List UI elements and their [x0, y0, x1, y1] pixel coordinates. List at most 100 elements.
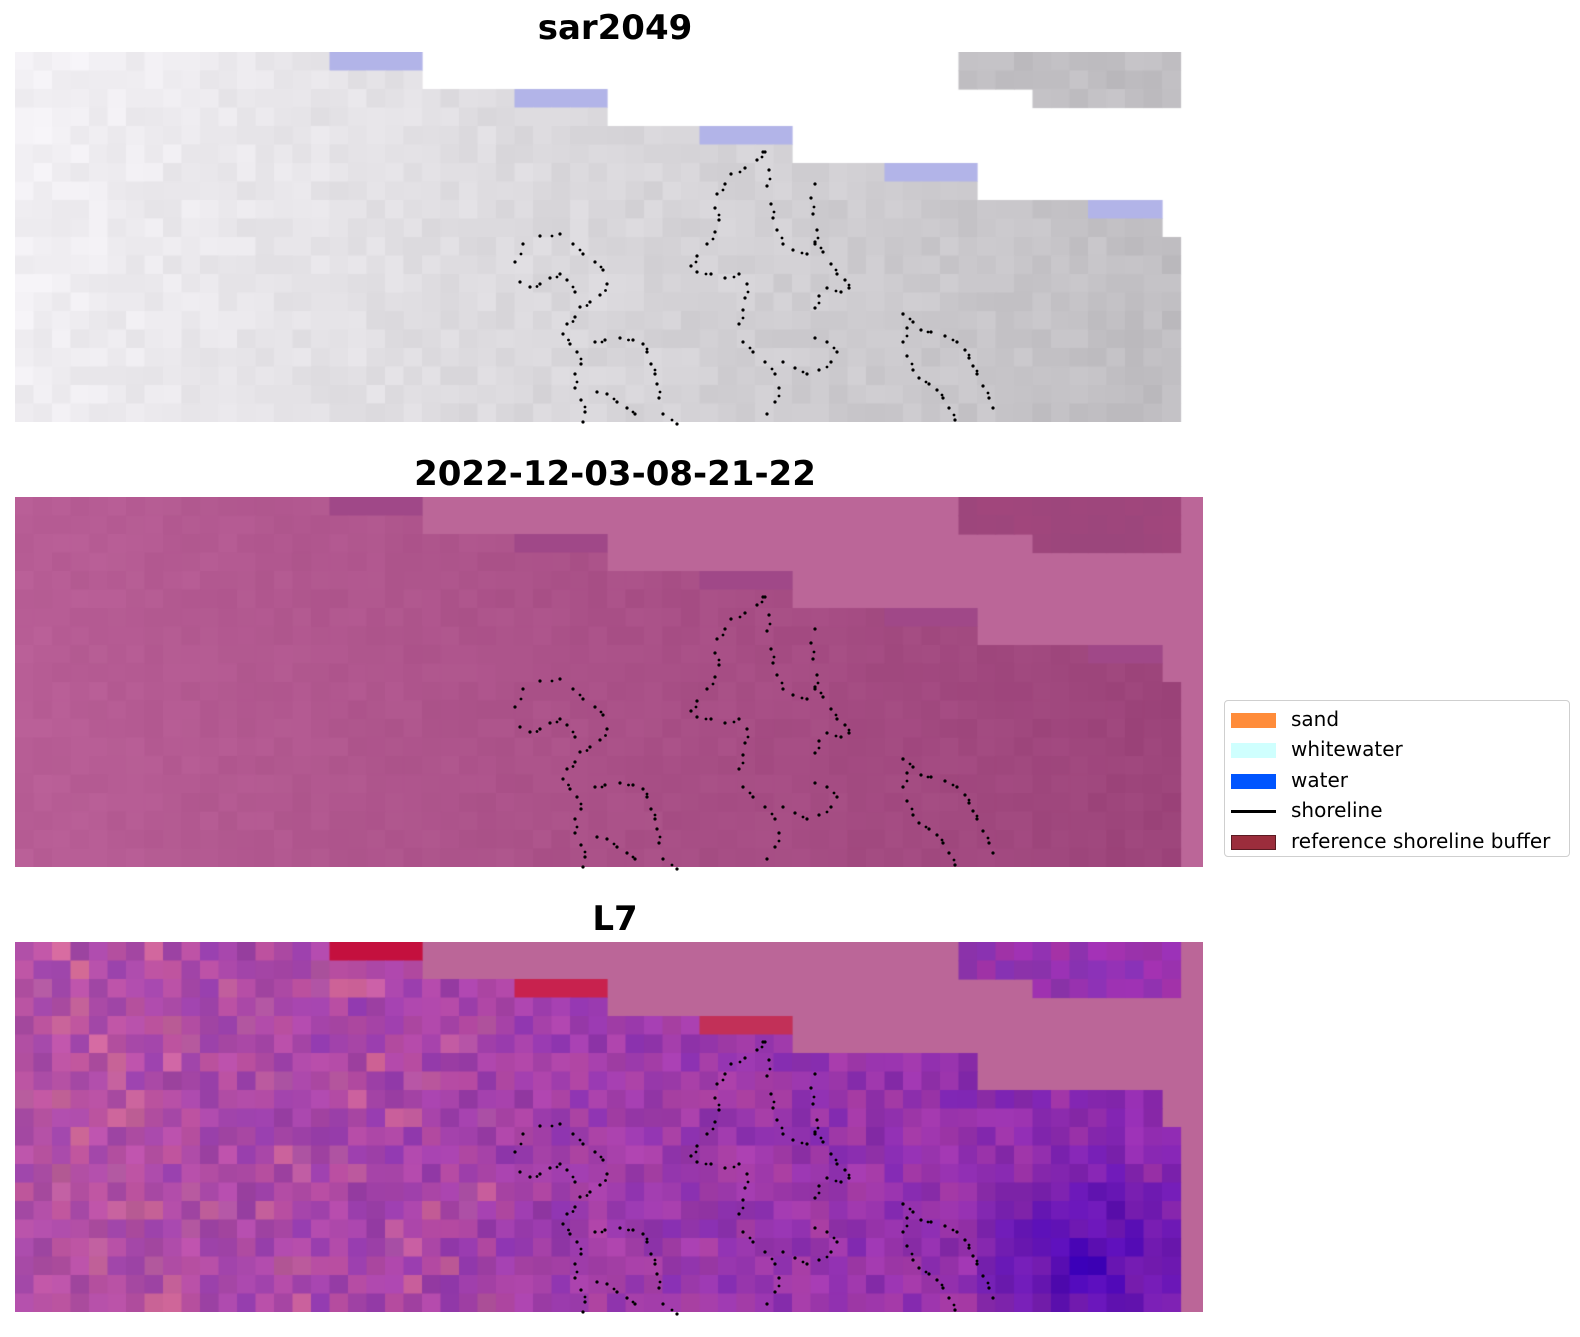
shoreline-point	[558, 717, 562, 721]
shoreline-point	[583, 855, 587, 859]
shoreline-point	[704, 717, 708, 721]
legend-swatch	[1231, 743, 1276, 759]
shoreline-point	[981, 1274, 985, 1278]
shoreline-point	[825, 1255, 829, 1259]
legend-item-shoreline: shoreline	[1231, 796, 1569, 826]
shoreline-point	[538, 234, 542, 238]
shoreline-point	[538, 1172, 542, 1176]
shoreline-point	[565, 1168, 569, 1172]
shoreline-point	[809, 196, 813, 200]
shoreline-point	[645, 792, 649, 796]
shoreline-point	[809, 1086, 813, 1090]
shoreline-point	[801, 1260, 805, 1264]
shoreline-point	[729, 172, 733, 176]
shoreline-point	[721, 1078, 725, 1082]
shoreline-point	[575, 350, 579, 354]
shoreline-point	[765, 184, 769, 188]
shoreline-point	[513, 705, 517, 709]
shoreline-point	[717, 218, 721, 222]
shoreline-point	[835, 795, 839, 799]
shoreline-point	[653, 1262, 657, 1266]
shoreline-point	[573, 1276, 577, 1280]
shoreline-point	[847, 728, 851, 732]
shoreline-point	[813, 1130, 817, 1134]
shoreline-point	[741, 340, 745, 344]
shoreline-point	[578, 248, 582, 252]
shoreline-point	[927, 382, 931, 386]
shoreline-point	[777, 839, 781, 843]
shoreline-point	[769, 1092, 773, 1096]
legend-swatch	[1231, 834, 1276, 850]
shoreline-point	[743, 1056, 747, 1060]
shoreline-point	[981, 829, 985, 833]
shoreline-point	[829, 360, 833, 364]
shoreline-point	[924, 1270, 928, 1274]
shoreline-point	[981, 384, 985, 388]
shoreline-point	[723, 627, 727, 631]
shoreline-point	[743, 166, 747, 170]
legend-item-water: water	[1231, 766, 1569, 796]
shoreline-point	[905, 799, 909, 803]
shoreline-point	[781, 242, 785, 246]
shoreline-point	[633, 857, 637, 861]
shoreline-point	[633, 412, 637, 416]
shoreline-point	[573, 386, 577, 390]
shoreline-point	[825, 1230, 829, 1234]
shoreline-point	[661, 1302, 665, 1306]
shoreline-point	[967, 1246, 971, 1250]
shoreline-point	[952, 858, 956, 862]
shoreline-point	[843, 278, 847, 282]
shoreline-point	[717, 658, 721, 662]
shoreline-point	[670, 418, 674, 422]
shoreline-point	[839, 1180, 843, 1184]
shoreline-point	[631, 783, 635, 787]
shoreline-point	[550, 234, 554, 238]
shoreline-point	[657, 841, 661, 845]
legend-swatch	[1231, 773, 1276, 789]
shoreline-point	[605, 837, 609, 841]
shoreline-point	[963, 1238, 967, 1242]
shoreline-point	[605, 1282, 609, 1286]
shoreline-point	[627, 1228, 630, 1232]
shoreline-point	[737, 1212, 741, 1216]
shoreline-point	[821, 695, 825, 699]
shoreline-point	[612, 1287, 616, 1291]
shoreline-point	[813, 182, 817, 186]
shoreline-point	[645, 350, 649, 354]
shoreline-point	[601, 268, 605, 272]
shoreline-point	[829, 805, 833, 809]
shoreline-point	[905, 334, 909, 338]
shoreline-point	[935, 388, 939, 392]
shoreline-point	[765, 412, 769, 416]
shoreline-point	[555, 275, 559, 279]
shoreline-point	[737, 767, 741, 771]
shoreline-point	[741, 1230, 745, 1234]
shoreline-overlay	[513, 150, 995, 426]
shoreline-point	[715, 637, 719, 641]
shoreline-point	[581, 1310, 585, 1314]
shoreline-point	[618, 781, 622, 785]
shoreline-point	[839, 735, 843, 739]
shoreline-point	[604, 734, 607, 737]
shoreline-point	[835, 350, 839, 354]
shoreline-point	[829, 1152, 833, 1156]
shoreline-point	[743, 296, 747, 300]
shoreline-point	[704, 272, 708, 276]
shoreline-point	[595, 390, 599, 394]
shoreline-point	[743, 741, 747, 745]
shoreline-point	[741, 308, 745, 312]
shoreline-point	[583, 405, 587, 409]
shoreline-point	[905, 779, 909, 783]
shoreline-overlay	[513, 595, 995, 871]
shoreline-point	[518, 1170, 522, 1174]
shoreline-point	[817, 1184, 821, 1188]
shoreline-point	[519, 697, 523, 701]
shoreline-point	[595, 1280, 599, 1284]
shoreline-point	[905, 1216, 909, 1220]
shoreline-point	[801, 815, 805, 819]
shoreline-point	[763, 360, 767, 364]
shoreline-point	[612, 397, 616, 401]
shoreline-point	[927, 1272, 931, 1276]
shoreline-point	[765, 629, 769, 633]
shoreline-point	[670, 863, 674, 867]
